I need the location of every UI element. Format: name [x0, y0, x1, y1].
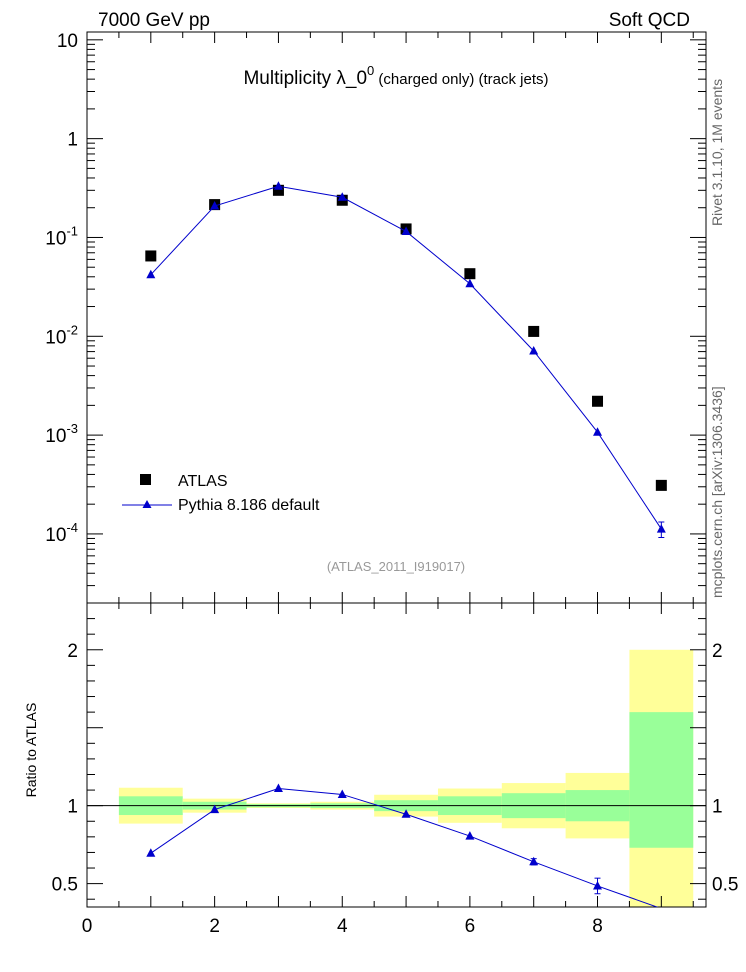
atlas-data-point — [272, 184, 284, 196]
atlas-data-point — [145, 250, 157, 262]
atlas-data-point — [528, 325, 540, 337]
main-ytick-label: 10-1 — [45, 223, 78, 249]
atlas-data-point — [655, 479, 667, 491]
ratio-panel: 0 2 4 6 8 0.5 0.5 1 1 2 2 — [52, 602, 738, 937]
ratio-pythia-point — [337, 789, 347, 798]
pythia-point — [401, 226, 411, 235]
pythia-point — [273, 181, 283, 190]
ratio-ytick-label-right: 0.5 — [712, 875, 738, 896]
pythia-point — [210, 201, 220, 210]
ratio-ytick-label-right: 2 — [712, 641, 723, 662]
pythia-point — [529, 345, 539, 355]
ratio-ytick-label: 0.5 — [52, 875, 78, 896]
main-frame — [86, 31, 707, 604]
ratio-xtick-label: 0 — [82, 916, 93, 937]
header-right-label: Soft QCD — [609, 10, 690, 31]
plot-title: Multiplicity λ_00 (charged only) (track … — [243, 63, 548, 89]
main-panel: 10 1 10-1 10-2 10-3 10-4 — [45, 31, 707, 604]
pythia-point — [593, 427, 603, 436]
legend-mc-marker — [142, 500, 152, 508]
pythia-point — [146, 269, 156, 279]
ratio-ylabel: Ratio to ATLAS — [23, 703, 39, 798]
plot-title-sup: 0 — [367, 63, 374, 78]
ratio-xtick-label: 2 — [209, 916, 220, 937]
ratio-xtick-label: 6 — [465, 916, 476, 937]
rivet-label: Rivet 3.1.10, 1M events — [709, 79, 725, 226]
atlas-data-point — [464, 268, 476, 280]
ratio-pythia-point — [273, 783, 283, 793]
ratio-ytick-label: 2 — [67, 641, 78, 662]
ratio-pythia-point — [465, 831, 475, 840]
pythia-point — [337, 192, 347, 201]
legend-mc-label: Pythia 8.186 default — [178, 497, 320, 514]
plot-title-main: Multiplicity λ_0 — [243, 68, 367, 89]
ratio-pythia-point — [529, 856, 539, 866]
header-left-label: 7000 GeV pp — [98, 10, 210, 31]
ratio-band-inner — [629, 712, 694, 848]
ratio-ytick-label: 1 — [67, 797, 78, 818]
ratio-series-group — [146, 783, 659, 907]
ratio-pythia-point — [401, 809, 411, 818]
ratio-xtick-label: 4 — [337, 916, 348, 937]
main-ytick-label: 10 — [57, 31, 78, 52]
atlas-data-point — [592, 395, 604, 407]
legend-data-label: ATLAS — [178, 473, 228, 490]
ratio-pythia-point — [210, 804, 220, 814]
plot-title-suffix: (charged only) (track jets) — [374, 71, 548, 88]
pythia-point — [465, 278, 475, 288]
main-ytick-label: 10-4 — [45, 520, 78, 546]
ratio-xtick-label: 8 — [592, 916, 603, 937]
ratio-pythia-point — [146, 848, 156, 857]
pythia-point — [656, 524, 666, 533]
main-ytick-label: 1 — [67, 130, 78, 151]
ratio-pythia-point — [593, 880, 603, 890]
main-ytick-label: 10-2 — [45, 322, 78, 348]
legend: ATLAS Pythia 8.186 default — [122, 473, 320, 514]
legend-data-marker — [140, 474, 151, 485]
main-ytick-label: 10-3 — [45, 421, 78, 447]
analysis-watermark: (ATLAS_2011_I919017) — [327, 559, 465, 574]
ratio-ytick-label-right: 1 — [712, 797, 723, 818]
mcplots-label: mcplots.cern.ch [arXiv:1306.3436] — [709, 386, 725, 598]
ratio-frame — [86, 602, 707, 908]
